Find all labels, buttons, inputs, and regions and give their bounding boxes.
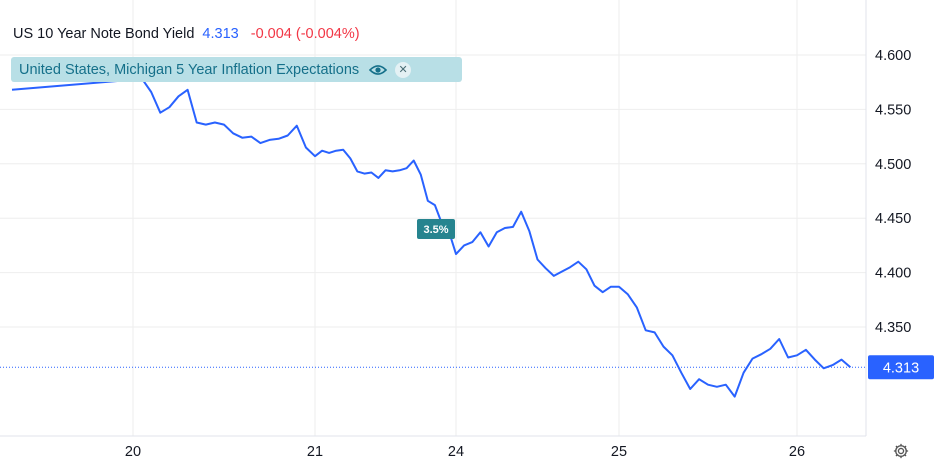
event-marker: [417, 219, 455, 239]
current-price-badge: [868, 355, 934, 380]
x-axis: 20 21 24 25 26: [125, 444, 805, 460]
gear-icon[interactable]: [890, 440, 912, 462]
x-tick-label: 21: [307, 444, 323, 460]
y-tick-label: 4.600: [875, 48, 911, 64]
x-tick-label: 20: [125, 444, 141, 460]
x-tick-label: 26: [789, 444, 805, 460]
y-axis: 4.600 4.550 4.500 4.450 4.400 4.350: [875, 48, 911, 336]
overlay-layer: 4.313 3.5%: [0, 219, 934, 380]
series-layer: [11, 77, 852, 398]
symbol-name: US 10 Year Note Bond Yield: [13, 26, 195, 42]
grid-lines: [0, 0, 867, 437]
eye-icon[interactable]: [369, 63, 388, 77]
y-tick-label: 4.350: [875, 320, 911, 336]
close-icon[interactable]: ✕: [395, 61, 412, 78]
x-tick-label: 25: [611, 444, 627, 460]
indicator-name: United States, Michigan 5 Year Inflation…: [19, 61, 360, 78]
y-tick-label: 4.450: [875, 211, 911, 227]
y-tick-label: 4.500: [875, 157, 911, 173]
series-line: [11, 77, 852, 398]
y-tick-label: 4.550: [875, 102, 911, 118]
event-marker-label: 3.5%: [423, 224, 448, 236]
last-price: 4.313: [202, 26, 239, 42]
price-change: -0.004 (-0.004%): [250, 26, 360, 42]
indicator-legend[interactable]: United States, Michigan 5 Year Inflation…: [11, 57, 462, 82]
y-tick-label: 4.400: [875, 266, 911, 282]
chart-header: US 10 Year Note Bond Yield 4.313 -0.004 …: [13, 26, 360, 42]
x-tick-label: 24: [448, 444, 464, 460]
current-price-label: 4.313: [883, 360, 919, 376]
